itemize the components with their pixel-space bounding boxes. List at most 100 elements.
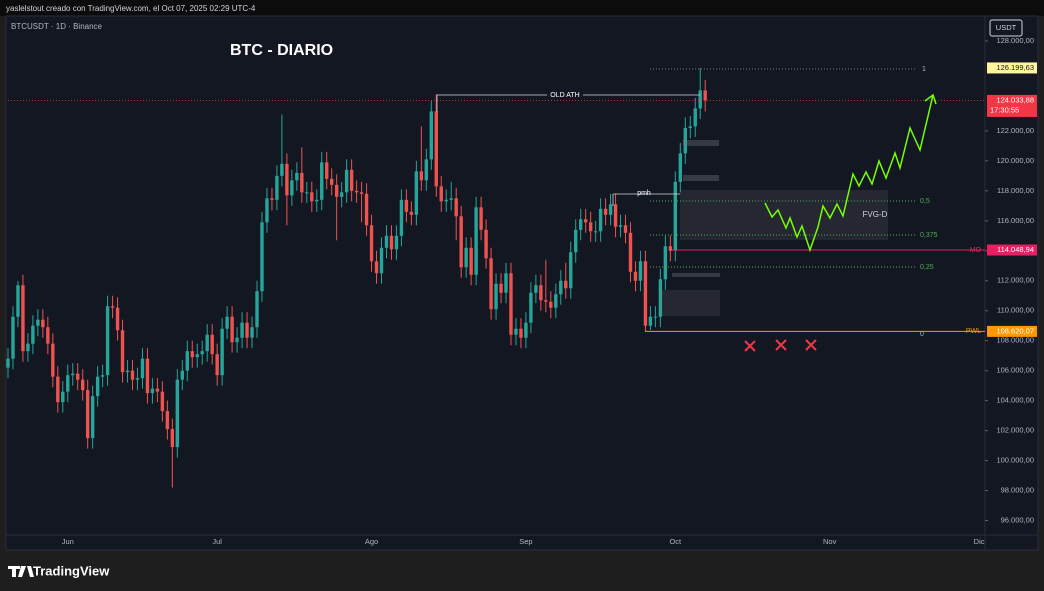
candle-body: [653, 316, 658, 318]
old-ath-label: OLD ATH: [550, 92, 579, 99]
symbol: BTCUSDT · 1D · Binance: [11, 22, 103, 31]
x-tick-label: Nov: [823, 537, 837, 546]
candle-body: [26, 343, 30, 352]
candle-body: [638, 261, 643, 281]
candle-body: [215, 354, 219, 376]
candle-body: [6, 358, 10, 368]
candle-body: [339, 192, 344, 197]
x-tick-label: Dic: [974, 537, 985, 546]
level-label: MO: [970, 247, 982, 254]
candle-body: [434, 111, 438, 187]
candle-body: [90, 396, 95, 439]
candle-body: [583, 219, 588, 223]
candle-body: [494, 283, 498, 310]
old-ath-bg: [547, 90, 583, 100]
chart-title: BTC - DIARIO: [230, 42, 333, 59]
candle-body: [454, 198, 458, 217]
candle-body: [464, 247, 468, 268]
candle-body: [648, 316, 653, 326]
candle-body: [633, 271, 638, 281]
candle-body: [295, 172, 299, 181]
candle-body: [579, 219, 583, 230]
candle-body: [245, 322, 249, 338]
currency-label[interactable]: USDT: [996, 23, 1017, 32]
fvg-label: FVG-D: [863, 210, 888, 219]
candle-body: [608, 204, 613, 215]
candle-body: [389, 235, 394, 250]
currency-button[interactable]: [989, 19, 1023, 37]
candle-body: [165, 411, 170, 430]
candle-body: [499, 283, 503, 293]
candle-body: [683, 127, 687, 154]
price-tag-label: 114.048,94: [997, 245, 1034, 254]
candle-body: [330, 178, 334, 185]
candle-body: [479, 207, 483, 230]
candle-body: [11, 316, 15, 359]
candle-body: [235, 337, 239, 343]
candle-body: [61, 391, 65, 403]
candle-body: [588, 222, 593, 232]
candle-body: [703, 90, 707, 101]
candle-body: [569, 252, 573, 289]
y-tick-label: 110.000,00: [997, 306, 1034, 315]
drawings: FVG-D OLD ATH pmh 1 0,5 0,375 0,25 0: [436, 66, 938, 352]
candle-body: [120, 330, 125, 373]
y-tick-label: 120.000,00: [996, 156, 1034, 165]
candle-body: [643, 261, 648, 326]
candle-body: [544, 300, 548, 302]
brand-name: TradingView: [33, 563, 110, 578]
y-tick-label: 106.000,00: [996, 366, 1034, 375]
price-tag-label: 126.199,63: [996, 63, 1034, 72]
candle-body: [21, 285, 25, 352]
candle-body: [504, 273, 508, 293]
candle-body: [255, 291, 259, 328]
candle-body: [115, 307, 120, 331]
candle-body: [519, 328, 523, 338]
candle-body: [145, 358, 150, 394]
candle-body: [200, 351, 204, 355]
level-label: PWL: [966, 328, 981, 335]
price-tag: [987, 62, 1037, 74]
candle-body: [549, 301, 553, 308]
candle-body: [95, 376, 100, 397]
candle-body: [429, 111, 433, 160]
candle-body: [285, 163, 289, 196]
candle-body: [693, 108, 697, 127]
x-tick-label: Ago: [365, 537, 378, 546]
candle-body: [554, 294, 558, 308]
price-tag: [987, 94, 1037, 117]
candle-body: [414, 171, 419, 215]
x-tick-label: Oct: [669, 537, 682, 546]
candle-body: [559, 280, 563, 295]
candle-body: [160, 391, 165, 412]
candle-body: [31, 325, 35, 344]
candle-body: [280, 163, 284, 176]
fib-label: 0,375: [920, 232, 938, 239]
candle-body: [593, 231, 598, 233]
header-text: yaslelstout creado con TradingView.com, …: [6, 4, 256, 13]
candle-body: [334, 184, 339, 197]
candle-body: [459, 216, 463, 268]
candle-body: [489, 258, 493, 310]
candle-body: [534, 285, 538, 293]
candle-body: [539, 285, 543, 301]
candle-body: [125, 370, 130, 373]
candle-body: [220, 328, 224, 376]
price-tag: [987, 244, 1037, 256]
candle-body: [190, 351, 194, 358]
candle-body: [409, 211, 414, 215]
candle-body: [444, 199, 448, 202]
y-tick-label: 104.000,00: [996, 396, 1034, 405]
candle-body: [100, 375, 105, 377]
candle-body: [529, 292, 533, 323]
candle-body: [230, 316, 234, 343]
candle-body: [205, 334, 209, 352]
candle-body: [663, 246, 668, 280]
candle-body: [564, 280, 568, 289]
zone-box: [672, 273, 720, 277]
candle-body: [180, 370, 184, 380]
candle-body: [41, 319, 45, 328]
candle-body: [135, 378, 140, 380]
candle-body: [474, 207, 478, 275]
candle-body: [150, 388, 155, 394]
